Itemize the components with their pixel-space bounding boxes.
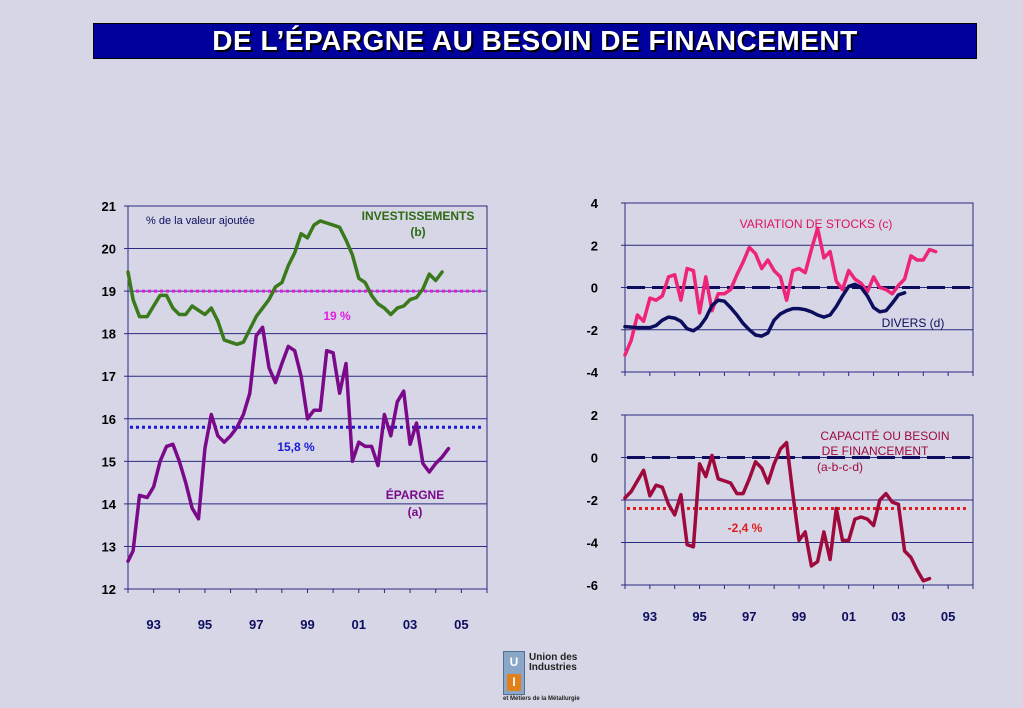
logo-name-line-1: Union des (529, 652, 578, 663)
y-tick-label-0-6: 18 (102, 327, 116, 342)
y-tick-label-0-4: 16 (102, 412, 116, 427)
y-tick-label-2-1: -4 (586, 536, 598, 551)
y-tick-label-0-9: 21 (102, 199, 116, 214)
y-tick-label-0-8: 20 (102, 242, 116, 257)
series-line-1-1 (623, 282, 907, 338)
label-capacite-sub: (a-b-c-d) (817, 460, 863, 474)
y-tick-label-2-4: 2 (591, 408, 598, 423)
x-tick-label-0-6: 05 (454, 617, 468, 632)
label-ref-19: 19 % (323, 309, 351, 323)
x-tick-label-2-3: 99 (792, 609, 806, 624)
label-investissements-sub: (b) (410, 225, 425, 239)
x-tick-label-2-4: 01 (841, 609, 855, 624)
y-tick-label-1-3: 2 (591, 238, 598, 253)
y-tick-label-1-0: -4 (586, 365, 598, 380)
x-tick-label-0-0: 93 (146, 617, 160, 632)
x-tick-label-0-5: 03 (403, 617, 417, 632)
page-title: DE L’ÉPARGNE AU BESOIN DE FINANCEMENT (212, 25, 858, 56)
y-tick-label-0-2: 14 (102, 497, 117, 512)
label-ref-minus-2-4: -2,4 % (728, 521, 763, 535)
x-tick-label-0-3: 99 (300, 617, 314, 632)
label-epargne-sub: (a) (408, 505, 423, 519)
y-tick-label-2-2: -2 (586, 493, 598, 508)
x-tick-label-2-6: 05 (941, 609, 955, 624)
x-tick-label-2-1: 95 (692, 609, 706, 624)
x-tick-label-0-2: 97 (249, 617, 263, 632)
label-ref-15-8: 15,8 % (277, 440, 315, 454)
y-tick-label-1-4: 4 (591, 196, 599, 211)
x-tick-label-2-0: 93 (643, 609, 657, 624)
series-line-0-1 (126, 325, 451, 564)
uimm-logo: U I Union des Industries et Métiers de l… (503, 651, 593, 703)
y-tick-label-0-1: 13 (102, 539, 116, 554)
y-tick-label-1-1: -2 (586, 323, 598, 338)
y-tick-label-1-2: 0 (591, 281, 598, 296)
label-capacite-line1: CAPACITÉ OU BESOIN (820, 428, 949, 443)
label-capacite-line2: DE FINANCEMENT (822, 444, 929, 458)
label-investissements: INVESTISSEMENTS (362, 209, 475, 223)
logo-name: Union des Industries (529, 653, 591, 673)
logo-letter-bottom: I (507, 674, 521, 691)
series-line-2-0 (623, 440, 932, 583)
x-tick-label-0-1: 95 (198, 617, 212, 632)
label-variation-stocks: VARIATION DE STOCKS (c) (740, 217, 893, 231)
x-tick-label-2-2: 97 (742, 609, 756, 624)
y-tick-label-2-0: -6 (586, 578, 598, 593)
series-line-1-0 (623, 226, 938, 357)
logo-letter-top: U (509, 655, 519, 669)
y-tick-label-0-0: 12 (102, 582, 116, 597)
plot-area-0 (127, 205, 488, 590)
y-tick-label-0-5: 17 (102, 369, 116, 384)
y-tick-label-0-7: 19 (102, 284, 116, 299)
title-banner: DE L’ÉPARGNE AU BESOIN DE FINANCEMENT (93, 23, 977, 59)
y-tick-label-0-3: 15 (102, 454, 116, 469)
x-tick-label-2-5: 03 (891, 609, 905, 624)
x-tick-label-0-4: 01 (352, 617, 366, 632)
label-epargne: ÉPARGNE (386, 487, 444, 502)
y-tick-label-2-3: 0 (591, 451, 598, 466)
logo-name-line-2: Industries (529, 662, 577, 673)
left-chart-subtitle: % de la valeur ajoutée (146, 215, 255, 227)
logo-emblem: U I (503, 651, 525, 695)
logo-subtitle: et Métiers de la Métallurgie (503, 696, 580, 702)
label-divers: DIVERS (d) (882, 316, 945, 330)
series-line-0-0 (126, 219, 444, 347)
